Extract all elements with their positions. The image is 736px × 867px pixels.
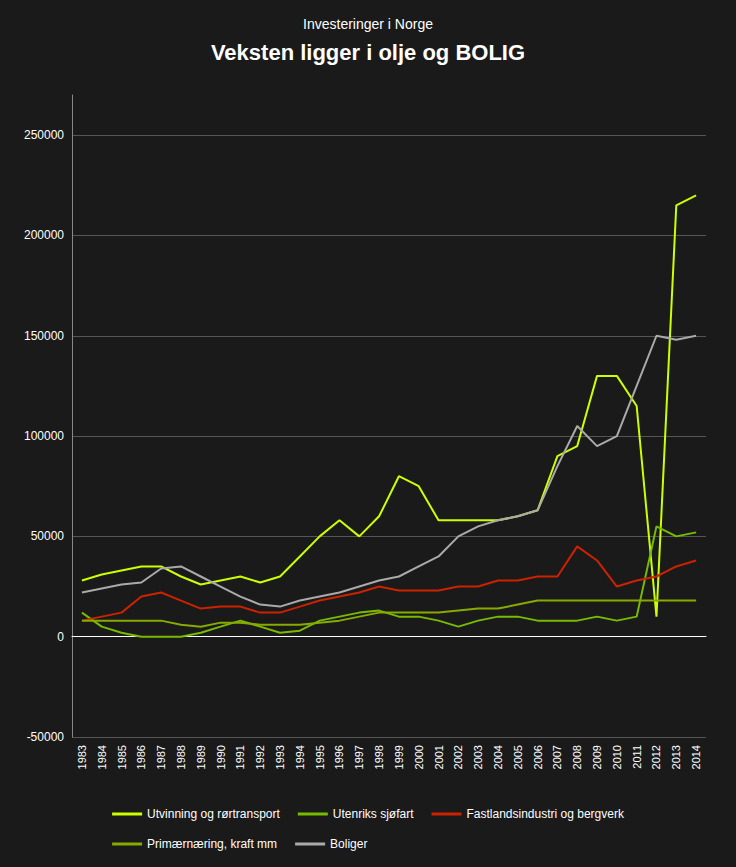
svg-text:1983: 1983 bbox=[76, 745, 88, 769]
svg-text:1995: 1995 bbox=[314, 745, 326, 769]
svg-text:2008: 2008 bbox=[571, 745, 583, 769]
svg-text:2004: 2004 bbox=[492, 745, 504, 769]
svg-text:250000: 250000 bbox=[24, 128, 64, 142]
svg-text:1989: 1989 bbox=[195, 745, 207, 769]
svg-text:2001: 2001 bbox=[433, 745, 445, 769]
svg-text:2006: 2006 bbox=[532, 745, 544, 769]
svg-text:1992: 1992 bbox=[254, 745, 266, 769]
svg-text:2014: 2014 bbox=[690, 745, 702, 769]
svg-text:1993: 1993 bbox=[274, 745, 286, 769]
svg-text:2012: 2012 bbox=[650, 745, 662, 769]
svg-text:0: 0 bbox=[57, 630, 64, 644]
svg-text:2002: 2002 bbox=[452, 745, 464, 769]
svg-text:1987: 1987 bbox=[155, 745, 167, 769]
svg-text:1997: 1997 bbox=[353, 745, 365, 769]
svg-text:2007: 2007 bbox=[551, 745, 563, 769]
svg-text:2003: 2003 bbox=[472, 745, 484, 769]
svg-text:1996: 1996 bbox=[333, 745, 345, 769]
svg-text:2005: 2005 bbox=[512, 745, 524, 769]
svg-text:Investeringer i Norge: Investeringer i Norge bbox=[303, 16, 433, 32]
svg-text:2010: 2010 bbox=[611, 745, 623, 769]
svg-text:-50000: -50000 bbox=[27, 730, 65, 744]
svg-text:2009: 2009 bbox=[591, 745, 603, 769]
svg-text:200000: 200000 bbox=[24, 228, 64, 242]
svg-text:Utenriks sjøfart: Utenriks sjøfart bbox=[333, 807, 414, 821]
svg-text:150000: 150000 bbox=[24, 329, 64, 343]
svg-text:1999: 1999 bbox=[393, 745, 405, 769]
svg-text:1990: 1990 bbox=[215, 745, 227, 769]
svg-text:Primærnæring, kraft mm: Primærnæring, kraft mm bbox=[147, 837, 277, 851]
svg-text:50000: 50000 bbox=[31, 529, 65, 543]
svg-text:Fastlandsindustri og bergverk: Fastlandsindustri og bergverk bbox=[466, 807, 624, 821]
svg-text:1998: 1998 bbox=[373, 745, 385, 769]
svg-text:2013: 2013 bbox=[670, 745, 682, 769]
svg-text:Utvinning og rørtransport: Utvinning og rørtransport bbox=[147, 807, 280, 821]
svg-text:2011: 2011 bbox=[631, 745, 643, 769]
svg-text:1986: 1986 bbox=[135, 745, 147, 769]
svg-text:1991: 1991 bbox=[234, 745, 246, 769]
svg-text:1984: 1984 bbox=[96, 745, 108, 769]
svg-text:2000: 2000 bbox=[413, 745, 425, 769]
svg-text:100000: 100000 bbox=[24, 429, 64, 443]
svg-text:1994: 1994 bbox=[294, 745, 306, 769]
svg-text:1985: 1985 bbox=[116, 745, 128, 769]
svg-text:Veksten ligger i olje og BOLIG: Veksten ligger i olje og BOLIG bbox=[211, 40, 525, 65]
svg-text:Boliger: Boliger bbox=[330, 837, 367, 851]
svg-text:1988: 1988 bbox=[175, 745, 187, 769]
